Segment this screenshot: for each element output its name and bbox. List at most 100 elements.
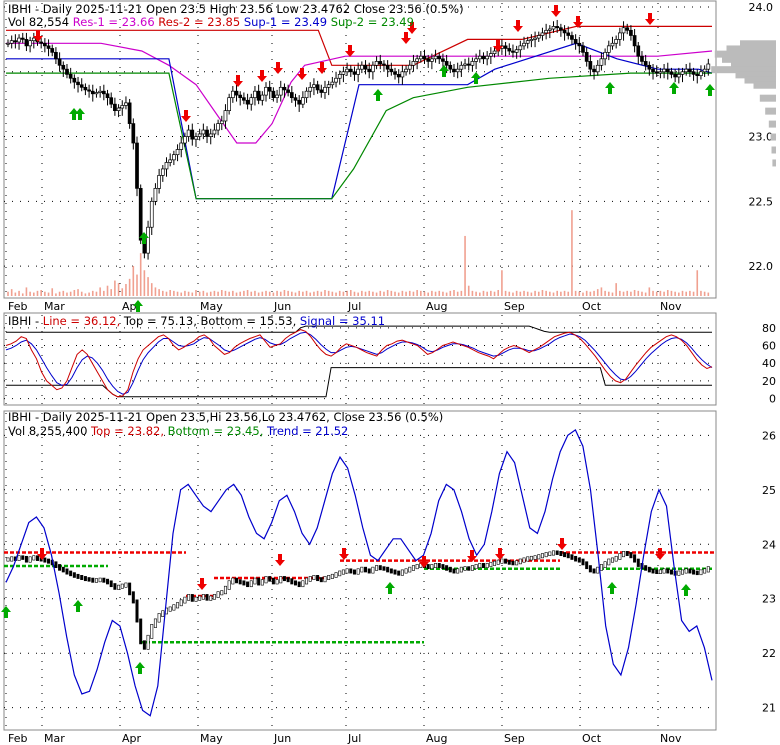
volume-bar-31 (121, 288, 124, 296)
trend-candle-146 (544, 552, 548, 558)
volume-bar-178 (663, 291, 665, 296)
volume-bar-99 (372, 291, 374, 296)
candle-body-53 (201, 129, 206, 135)
candle-body-155 (577, 42, 582, 47)
trend-candle-62 (235, 577, 239, 584)
candle-body-2 (13, 40, 18, 43)
volume-bar-148 (552, 292, 555, 296)
volume-bar-129 (482, 290, 485, 296)
volume-bar-33 (128, 278, 131, 296)
candle-body-137 (511, 50, 515, 53)
trend-candle-174 (647, 566, 651, 573)
volume-bar-128 (478, 292, 481, 296)
trend-candle-90 (338, 570, 342, 577)
volume-bar-179 (666, 289, 669, 296)
trend-candle-23 (91, 577, 95, 583)
volume-bar-188 (700, 290, 702, 296)
candle-body-20 (79, 84, 84, 88)
candle-body-109 (407, 64, 412, 70)
volume-bar-169 (630, 291, 632, 296)
candle-body-57 (216, 123, 220, 131)
trend-candle-98 (367, 568, 371, 574)
volume-bar-27 (106, 285, 109, 296)
candle-body-41 (157, 175, 161, 189)
candle-body-89 (334, 77, 338, 83)
trend-candle-72 (271, 577, 275, 585)
trend-candle-83 (312, 575, 316, 580)
candle-body-99 (371, 64, 375, 73)
trend-candle-99 (371, 566, 375, 574)
trend-candle-6 (28, 556, 32, 563)
trend-candle-123 (459, 566, 463, 573)
trend-candle-118 (441, 564, 445, 570)
trend-candle-159 (592, 568, 596, 574)
candle-body-118 (441, 58, 445, 62)
trend-candle-24 (94, 578, 98, 583)
month-label-may: May (200, 300, 223, 313)
trend-candle-134 (500, 558, 504, 564)
candle-body-169 (629, 29, 633, 36)
trend-candle-170 (633, 554, 637, 563)
volume-bar-120 (449, 290, 452, 296)
osc-ytick-80: 80 (762, 322, 776, 335)
trend-candle-81 (305, 577, 309, 585)
buy-arrow-5 (439, 65, 449, 77)
sup2-line (6, 72, 712, 200)
candle-body-92 (345, 68, 349, 73)
trend-candle-161 (599, 564, 603, 571)
price-ytick-23.0: 23.0 (749, 131, 774, 144)
candle-body-31 (120, 105, 125, 109)
volume-bar-125 (467, 285, 470, 296)
trend-candle-18 (72, 572, 76, 578)
price-title-part-0: IBHI - Daily 2025-11-21 Open 23.5 High 2… (8, 2, 464, 16)
candle-body-100 (374, 61, 379, 66)
volume-bar-112 (420, 290, 422, 296)
volume-bar-23 (91, 290, 94, 296)
volume-bar-168 (626, 290, 629, 296)
trend-candle-45 (172, 604, 176, 611)
trend-candle-155 (577, 557, 581, 563)
volume-bar-116 (434, 291, 437, 296)
price-legend-part-3: Sup-1 = 23.49 (240, 15, 327, 29)
candle-body-161 (599, 58, 604, 66)
volume-bar-64 (243, 290, 245, 296)
trend-candle-139 (518, 558, 522, 565)
volume-bar-76 (287, 290, 289, 296)
candle-body-50 (190, 129, 195, 140)
osc-legend-part-3: Bottom = 15.53, (197, 314, 296, 328)
month-label-mar: Mar (44, 732, 65, 745)
trend-candle-96 (360, 566, 364, 573)
candle-body-32 (124, 102, 128, 106)
candle-body-58 (219, 120, 224, 124)
candle-body-74 (278, 86, 283, 96)
trend-candle-115 (430, 564, 434, 570)
volume-bar-84 (316, 290, 319, 296)
trend-candle-131 (489, 561, 493, 567)
trend-candle-11 (47, 558, 51, 564)
osc-bottom-line (6, 367, 712, 398)
volume-bar-71 (268, 291, 271, 296)
trend-candle-61 (231, 577, 235, 585)
trend-candle-1 (10, 556, 14, 562)
volume-bar-175 (652, 290, 654, 296)
volume-bar-42 (162, 290, 164, 296)
candle-body-65 (245, 99, 250, 105)
trend-candle-150 (559, 551, 563, 557)
candle-body-122 (455, 68, 460, 73)
volume-bar-176 (655, 291, 658, 296)
trend-candle-56 (212, 594, 216, 600)
trend-candle-160 (596, 566, 600, 574)
sell-arrow-5 (297, 68, 307, 80)
trend-candle-37 (142, 640, 146, 650)
candle-body-9 (39, 41, 44, 44)
price-legend-part-4: Sup-2 = 23.49 (327, 15, 414, 29)
osc-ytick-40: 40 (762, 357, 776, 370)
volume-bar-81 (305, 290, 308, 296)
volume-bar-164 (611, 292, 614, 296)
price-ytick-22.5: 22.5 (749, 195, 774, 208)
sell-arrow-10 (493, 40, 503, 52)
candle-body-87 (326, 84, 331, 88)
candle-body-24 (94, 92, 99, 95)
trend-candle-40 (153, 618, 157, 628)
candle-body-23 (90, 90, 95, 95)
